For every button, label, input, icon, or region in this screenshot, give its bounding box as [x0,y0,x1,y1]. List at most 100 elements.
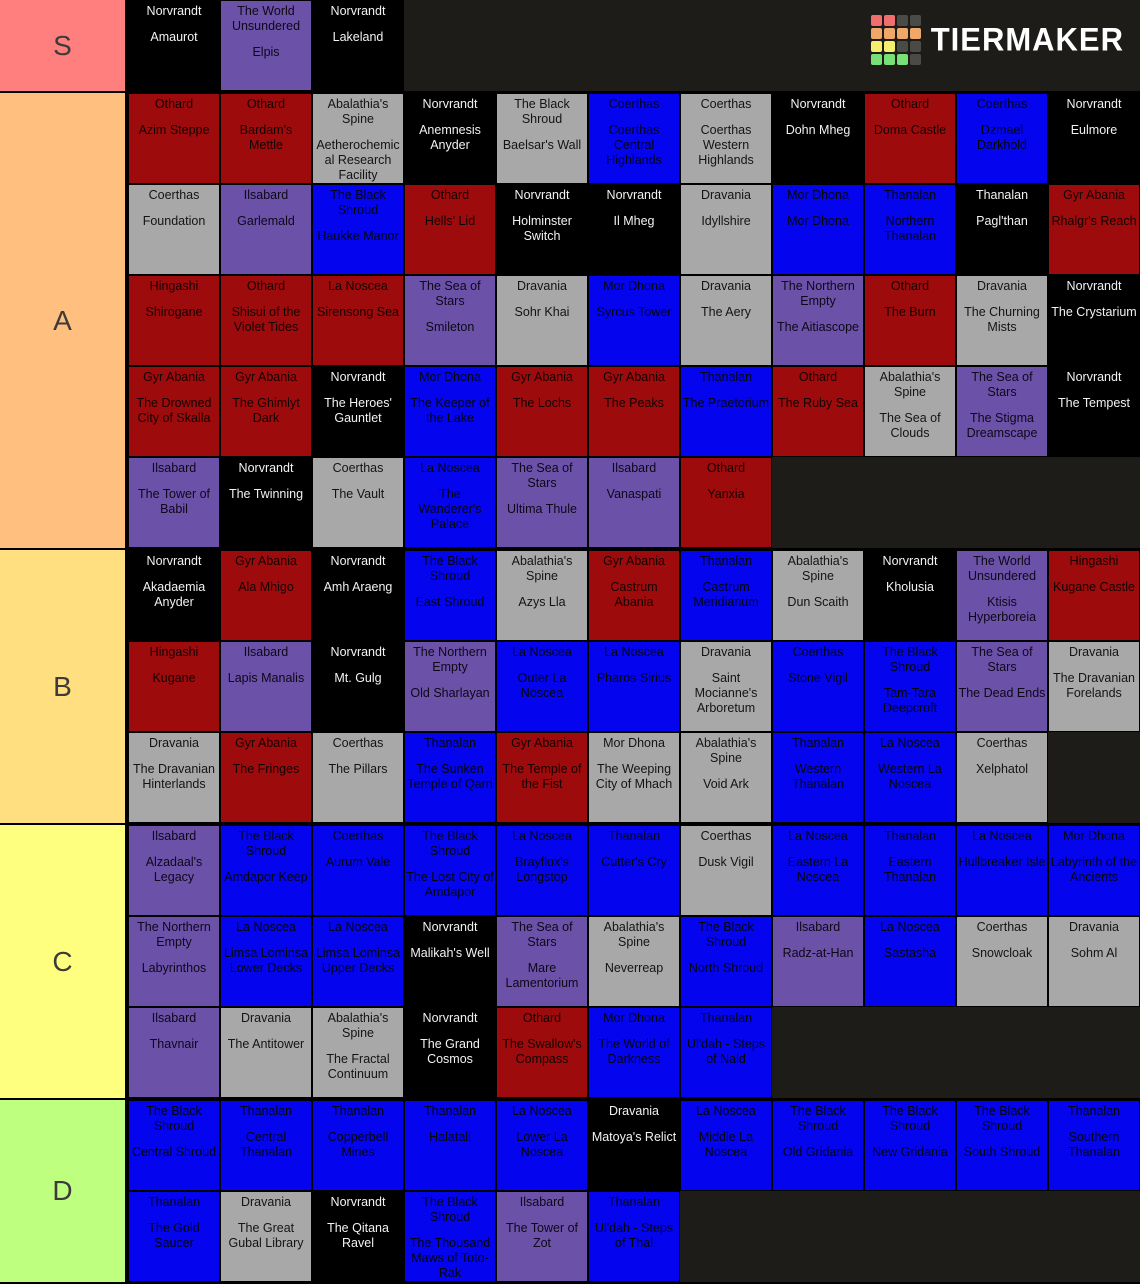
tier-item[interactable]: Ilsabard Radz-at-Han [772,916,864,1007]
tier-item[interactable]: Mor Dhona Syrcus Tower [588,275,680,366]
tier-item[interactable]: Abalathia's Spine The Sea of Clouds [864,366,956,457]
tier-item[interactable]: Gyr Abania Ala Mhigo [220,550,312,641]
tier-item[interactable]: The World Unsundered Ktisis Hyperboreia [956,550,1048,641]
tier-item[interactable]: The Black Shroud Haukke Manor [312,184,404,275]
tier-item[interactable]: La Noscea Pharos Sirius [588,641,680,732]
tier-item[interactable]: Coerthas Coerthas Western Highlands [680,93,772,184]
tier-item[interactable]: The Black Shroud New Gridania [864,1100,956,1191]
tier-item[interactable]: Othard The Burn [864,275,956,366]
tier-item[interactable]: Mor Dhona The Keeper of the Lake [404,366,496,457]
tier-item[interactable]: Thanalan Northern Thanalan [864,184,956,275]
tier-item[interactable]: The Sea of Stars The Stigma Dreamscape [956,366,1048,457]
tier-item[interactable]: Mor Dhona The Weeping City of Mhach [588,732,680,823]
tier-item[interactable]: Ilsabard The Tower of Babil [128,457,220,548]
tier-item[interactable]: Mor Dhona Mor Dhona [772,184,864,275]
tier-item[interactable]: Thanalan Copperbell Mines [312,1100,404,1191]
tier-item[interactable]: Othard The Swallow's Compass [496,1007,588,1098]
tier-item[interactable]: La Noscea Lower La Noscea [496,1100,588,1191]
tier-item[interactable]: The Black Shroud East Shroud [404,550,496,641]
tier-item[interactable]: Thanalan Pagl'than [956,184,1048,275]
tier-item[interactable]: Abalathia's Spine Azys Lla [496,550,588,641]
tier-item[interactable]: Norvrandt The Heroes' Gauntlet [312,366,404,457]
tier-item[interactable]: Mor Dhona Labyrinth of the Ancients [1048,825,1140,916]
tier-item[interactable]: Norvrandt Akadaemia Anyder [128,550,220,641]
tier-item[interactable]: Norvrandt Malikah's Well [404,916,496,1007]
tier-item[interactable]: Dravania The Aery [680,275,772,366]
tier-item[interactable]: Dravania The Churning Mists [956,275,1048,366]
tier-item[interactable]: Coerthas Aurum Vale [312,825,404,916]
tier-item[interactable]: La Noscea Limsa Lominsa Lower Decks [220,916,312,1007]
tier-item[interactable]: Norvrandt Mt. Gulg [312,641,404,732]
tier-item[interactable]: Othard The Ruby Sea [772,366,864,457]
tier-item[interactable]: The Black Shroud South Shroud [956,1100,1048,1191]
tier-item[interactable]: Gyr Abania The Fringes [220,732,312,823]
tier-item[interactable]: Norvrandt The Twinning [220,457,312,548]
tier-item[interactable]: Coerthas Coerthas Central Highlands [588,93,680,184]
tier-item[interactable]: The Sea of Stars Smileton [404,275,496,366]
tiermaker-logo[interactable]: TIERMAKER [870,12,1124,68]
tier-item[interactable]: Hingashi Shirogane [128,275,220,366]
tier-item[interactable]: Dravania The Great Gubal Library [220,1191,312,1282]
tier-item[interactable]: Othard Bardam's Mettle [220,93,312,184]
tier-item[interactable]: The Black Shroud Old Gridania [772,1100,864,1191]
tier-item[interactable]: Coerthas The Pillars [312,732,404,823]
tier-item[interactable]: Coerthas Foundation [128,184,220,275]
tier-item[interactable]: Thanalan The Gold Saucer [128,1191,220,1282]
tier-item[interactable]: The Black Shroud Tam-Tara Deepcroft [864,641,956,732]
tier-item[interactable]: Norvrandt Amaurot [128,0,220,91]
tier-item[interactable]: Dravania Idyllshire [680,184,772,275]
tier-item[interactable]: Norvrandt The Crystarium [1048,275,1140,366]
tier-item[interactable]: The Black Shroud Amdapor Keep [220,825,312,916]
tier-item[interactable]: Dravania The Antitower [220,1007,312,1098]
tier-item[interactable]: Norvrandt Lakeland [312,0,404,91]
tier-item[interactable]: Ilsabard Alzadaal's Legacy [128,825,220,916]
tier-item[interactable]: Thanalan Southern Thanalan [1048,1100,1140,1191]
tier-item[interactable]: Thanalan Ul'dah - Steps of Nald [680,1007,772,1098]
tier-item[interactable]: La Noscea Brayflox's Longstop [496,825,588,916]
tier-item[interactable]: Coerthas Stone Vigil [772,641,864,732]
tier-item[interactable]: Coerthas Snowcloak [956,916,1048,1007]
tier-item[interactable]: Dravania The Dravanian Forelands [1048,641,1140,732]
tier-item[interactable]: Dravania Saint Mocianne's Arboretum [680,641,772,732]
tier-item[interactable]: Abalathia's Spine Aetherochemical Researc… [312,93,404,184]
tier-item[interactable]: The Black Shroud North Shroud [680,916,772,1007]
tier-item[interactable]: Norvrandt The Grand Cosmos [404,1007,496,1098]
tier-item[interactable]: La Noscea Limsa Lominsa Upper Decks [312,916,404,1007]
tier-item[interactable]: The Northern Empty Labyrinthos [128,916,220,1007]
tier-item[interactable]: Norvrandt Holminster Switch [496,184,588,275]
tier-item[interactable]: Coerthas Dzmael Darkhold [956,93,1048,184]
tier-item[interactable]: Hingashi Kugane Castle [1048,550,1140,641]
tier-item[interactable]: Abalathia's Spine Dun Scaith [772,550,864,641]
tier-item[interactable]: Gyr Abania The Temple of the Fist [496,732,588,823]
tier-item[interactable]: Thanalan Western Thanalan [772,732,864,823]
tier-item[interactable]: Othard Doma Castle [864,93,956,184]
tier-item[interactable]: La Noscea Hullbreaker Isle [956,825,1048,916]
tier-item[interactable]: The Black Shroud Baelsar's Wall [496,93,588,184]
tier-item[interactable]: Ilsabard Vanaspati [588,457,680,548]
tier-item[interactable]: Gyr Abania The Drowned City of Skalla [128,366,220,457]
tier-item[interactable]: The Sea of Stars Ultima Thule [496,457,588,548]
tier-item[interactable]: The Sea of Stars The Dead Ends [956,641,1048,732]
tier-item[interactable]: Coerthas The Vault [312,457,404,548]
tier-item[interactable]: Thanalan The Praetorium [680,366,772,457]
tier-item[interactable]: Abalathia's Spine Neverreap [588,916,680,1007]
tier-item[interactable]: Othard Hells' Lid [404,184,496,275]
tier-item[interactable]: Norvrandt The Tempest [1048,366,1140,457]
tier-item[interactable]: Gyr Abania The Lochs [496,366,588,457]
tier-item[interactable]: Ilsabard Garlemald [220,184,312,275]
tier-item[interactable]: The Northern Empty Old Sharlayan [404,641,496,732]
tier-item[interactable]: Thanalan Central Thanalan [220,1100,312,1191]
tier-item[interactable]: Gyr Abania Rhalgr's Reach [1048,184,1140,275]
tier-item[interactable]: Abalathia's Spine The Fractal Continuum [312,1007,404,1098]
tier-item[interactable]: Othard Shisui of the Violet Tides [220,275,312,366]
tier-item[interactable]: The Black Shroud Central Shroud [128,1100,220,1191]
tier-item[interactable]: Thanalan Castrum Meridianum [680,550,772,641]
tier-item[interactable]: Norvrandt Il Mheg [588,184,680,275]
tier-item[interactable]: Thanalan Halatali [404,1100,496,1191]
tier-item[interactable]: The Black Shroud The Thousand Maws of Tot… [404,1191,496,1282]
tier-item[interactable]: Ilsabard Thavnair [128,1007,220,1098]
tier-item[interactable]: Norvrandt Amh Araeng [312,550,404,641]
tier-item[interactable]: The Black Shroud The Lost City of Amdapor [404,825,496,916]
tier-item[interactable]: Dravania Sohr Khai [496,275,588,366]
tier-item[interactable]: La Noscea Middle La Noscea [680,1100,772,1191]
